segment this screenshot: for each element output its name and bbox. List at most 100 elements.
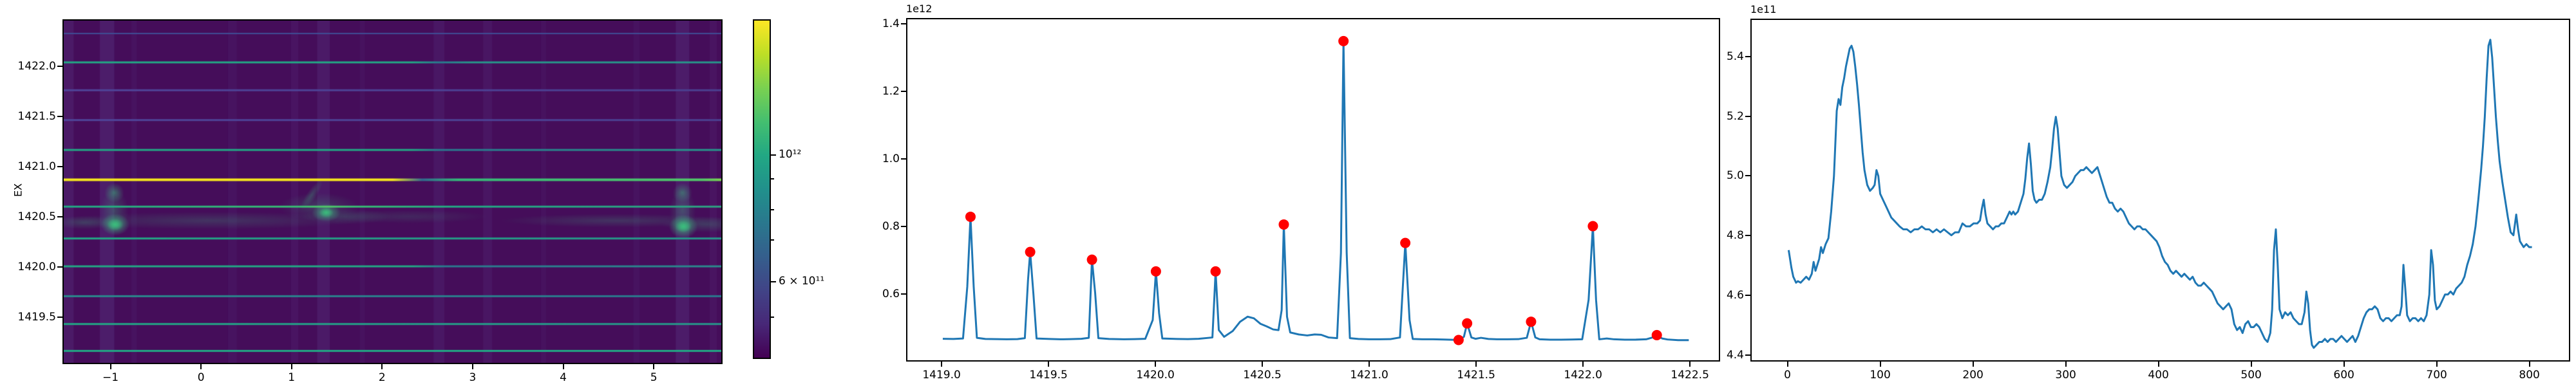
x-tick-mark [2528, 362, 2530, 367]
x-tick-label: 5 [650, 371, 658, 384]
x-tick-mark [1972, 362, 1974, 367]
x-tick-label: 200 [1962, 369, 1984, 381]
y-tick-label: 5.2 [1726, 109, 1744, 123]
colorbar [753, 19, 771, 359]
peak-marker [1278, 219, 1289, 230]
y-tick-mark [1745, 295, 1750, 297]
colorbar-tick-mark [771, 239, 774, 241]
x-tick-mark [2436, 362, 2438, 367]
x-tick-mark [381, 364, 383, 369]
x-tick-label: 4 [560, 371, 567, 384]
y-tick-label: 4.8 [1726, 229, 1744, 243]
x-tick-label: 300 [2055, 369, 2076, 381]
y-tick-label: 1422.0 [17, 60, 56, 73]
y-tick-label: 1.2 [882, 84, 900, 98]
x-tick-label: 0 [197, 371, 205, 384]
y-tick-mark [901, 158, 906, 160]
x-tick-label: 100 [1870, 369, 1891, 381]
colorbar-tick-mark [771, 178, 774, 180]
x-tick-label: 0 [1784, 369, 1791, 381]
x-tick-mark [290, 364, 292, 369]
y-tick-mark [1745, 115, 1750, 117]
y-tick-label: 4.4 [1726, 348, 1744, 362]
x-tick-label: 1421.5 [1457, 369, 1495, 381]
spectrum-line-chart [942, 35, 1689, 345]
x-tick-label: 3 [469, 371, 477, 384]
spectrum-axes [906, 18, 1720, 362]
peak-marker [1210, 266, 1221, 277]
x-tick-mark [200, 364, 202, 369]
y-tick-label: 1419.5 [17, 310, 56, 324]
x-tick-mark [1879, 362, 1881, 367]
y-tick-mark [57, 316, 62, 318]
y-tick-mark [1745, 175, 1750, 177]
x-tick-label: 1420.5 [1243, 369, 1282, 381]
y-tick-mark [57, 216, 62, 217]
colorbar-tick-label: 6 × 10¹¹ [779, 275, 825, 288]
x-tick-label: 700 [2426, 369, 2447, 381]
peak-marker [1150, 266, 1161, 277]
x-tick-label: 800 [2519, 369, 2540, 381]
y-tick-label: 1421.0 [17, 160, 56, 174]
x-tick-label: 2 [378, 371, 386, 384]
y-tick-mark [57, 266, 62, 268]
x-tick-mark [1155, 362, 1157, 367]
colorbar-canvas [754, 21, 770, 358]
x-tick-label: 1 [288, 371, 296, 384]
x-tick-mark [1689, 362, 1691, 367]
x-tick-mark [109, 364, 111, 369]
y-tick-mark [1745, 354, 1750, 356]
colorbar-tick-label: 10¹² [779, 148, 802, 161]
y-tick-label: 1.0 [882, 152, 900, 165]
x-tick-mark [2343, 362, 2345, 367]
y-tick-mark [57, 166, 62, 168]
y-tick-label: 1420.0 [17, 260, 56, 273]
y-tick-label: 5.4 [1726, 50, 1744, 63]
timeseries-curve [1787, 39, 2532, 349]
peak-marker [1651, 329, 1662, 340]
x-tick-label: 500 [2240, 369, 2262, 381]
x-tick-label: 1419.0 [922, 369, 961, 381]
y-tick-label: 5.0 [1726, 169, 1744, 183]
y-tick-label: 0.6 [882, 287, 900, 300]
y-tick-label: 0.8 [882, 219, 900, 233]
y-tick-mark [901, 90, 906, 92]
colorbar-tick-mark [771, 281, 776, 283]
x-tick-label: 400 [2148, 369, 2169, 381]
colorbar-tick-mark [771, 208, 774, 210]
peak-marker [1587, 221, 1598, 232]
x-tick-label: 1422.0 [1564, 369, 1602, 381]
y-tick-mark [1745, 55, 1750, 57]
x-tick-label: 600 [2333, 369, 2354, 381]
heatmap-canvas [64, 21, 721, 363]
y-tick-label: 4.6 [1726, 289, 1744, 302]
y-tick-mark [1745, 235, 1750, 237]
x-tick-mark [2250, 362, 2252, 367]
colorbar-tick-mark [771, 154, 776, 156]
peak-marker [1526, 317, 1537, 327]
x-tick-mark [1475, 362, 1477, 367]
y-tick-label: 1421.5 [17, 110, 56, 124]
heatmap-axes [62, 19, 723, 364]
x-tick-mark [1786, 362, 1788, 367]
peak-marker [1338, 35, 1349, 46]
peak-marker [1086, 254, 1097, 265]
spectrum-offset-label: 1e12 [906, 3, 933, 15]
peak-marker [1025, 246, 1036, 257]
timeseries-offset-label: 1e11 [1750, 3, 1777, 15]
x-tick-mark [1582, 362, 1584, 367]
x-tick-mark [653, 364, 655, 369]
peak-marker [965, 211, 976, 222]
x-tick-mark [2157, 362, 2159, 367]
x-tick-mark [471, 364, 473, 369]
peak-marker [1453, 335, 1464, 345]
x-tick-mark [941, 362, 943, 367]
x-tick-mark [1368, 362, 1370, 367]
x-tick-mark [1262, 362, 1264, 367]
peak-marker [1462, 318, 1473, 329]
x-tick-label: 1422.5 [1671, 369, 1709, 381]
timeseries-line-chart [1787, 39, 2532, 349]
